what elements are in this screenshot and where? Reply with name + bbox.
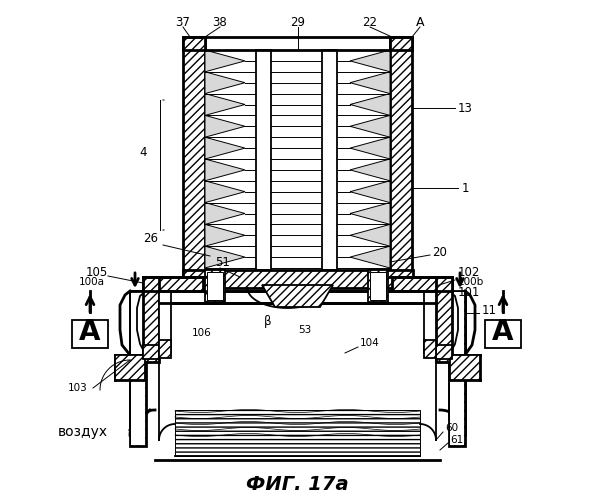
Text: 1: 1: [462, 182, 469, 194]
Text: 104: 104: [360, 338, 380, 348]
Bar: [72, 320, 108, 348]
Polygon shape: [350, 159, 390, 181]
Polygon shape: [205, 50, 245, 72]
Text: 26: 26: [143, 232, 158, 244]
Bar: [183, 270, 413, 288]
Bar: [205, 50, 390, 268]
Bar: [322, 50, 337, 270]
Text: 22: 22: [362, 16, 378, 28]
Bar: [450, 355, 480, 380]
Text: 29: 29: [290, 16, 305, 28]
Text: 102: 102: [458, 266, 481, 278]
Text: 51: 51: [215, 256, 230, 270]
Bar: [256, 50, 271, 270]
Polygon shape: [350, 181, 390, 203]
Text: 37: 37: [176, 16, 191, 28]
Text: воздух: воздух: [58, 425, 108, 439]
Bar: [392, 277, 452, 291]
Polygon shape: [350, 72, 390, 94]
Polygon shape: [205, 159, 245, 181]
Bar: [131, 292, 145, 445]
Bar: [159, 291, 436, 303]
Text: A: A: [416, 16, 424, 28]
Bar: [205, 270, 225, 302]
Polygon shape: [205, 94, 245, 116]
Text: 53: 53: [298, 325, 311, 335]
Text: 103: 103: [68, 383, 88, 393]
Bar: [159, 340, 171, 358]
Text: 60: 60: [445, 423, 458, 433]
Bar: [183, 37, 205, 285]
Text: ФИГ. 17а: ФИГ. 17а: [246, 476, 348, 494]
Bar: [143, 277, 159, 362]
Bar: [175, 410, 420, 456]
Bar: [207, 272, 223, 300]
Polygon shape: [205, 246, 245, 268]
Polygon shape: [350, 50, 390, 72]
Polygon shape: [205, 72, 245, 94]
Bar: [436, 345, 452, 359]
Bar: [370, 272, 386, 300]
Polygon shape: [205, 202, 245, 224]
Bar: [323, 51, 336, 269]
Bar: [436, 277, 452, 362]
Polygon shape: [205, 137, 245, 159]
Text: β: β: [264, 316, 272, 328]
Bar: [449, 291, 465, 446]
Bar: [143, 277, 203, 291]
Polygon shape: [205, 224, 245, 246]
Polygon shape: [350, 116, 390, 137]
Text: 100a: 100a: [79, 277, 105, 287]
Text: A: A: [492, 318, 514, 346]
Polygon shape: [350, 94, 390, 116]
Text: 38: 38: [213, 16, 228, 28]
Bar: [115, 355, 145, 380]
Polygon shape: [262, 285, 333, 307]
Bar: [130, 291, 146, 446]
Text: 4: 4: [140, 146, 147, 160]
Polygon shape: [350, 202, 390, 224]
Bar: [160, 292, 170, 352]
Bar: [450, 292, 464, 445]
Text: 61: 61: [450, 435, 463, 445]
Bar: [143, 345, 159, 359]
Text: 11: 11: [482, 304, 497, 316]
Text: A: A: [79, 318, 101, 346]
Text: 20: 20: [432, 246, 447, 258]
Bar: [159, 291, 171, 353]
Text: 106: 106: [192, 328, 211, 338]
Polygon shape: [205, 181, 245, 203]
Bar: [390, 37, 412, 50]
Bar: [425, 292, 435, 352]
Bar: [485, 320, 521, 348]
Polygon shape: [350, 246, 390, 268]
Polygon shape: [205, 116, 245, 137]
Polygon shape: [350, 137, 390, 159]
Bar: [390, 37, 412, 285]
Bar: [183, 37, 205, 50]
Bar: [424, 340, 436, 358]
Text: 101: 101: [458, 286, 481, 298]
Text: 100b: 100b: [458, 277, 484, 287]
Text: 105: 105: [86, 266, 108, 278]
Text: 13: 13: [458, 102, 473, 114]
Bar: [424, 291, 436, 353]
Bar: [257, 51, 270, 269]
Bar: [368, 270, 388, 302]
Polygon shape: [350, 224, 390, 246]
